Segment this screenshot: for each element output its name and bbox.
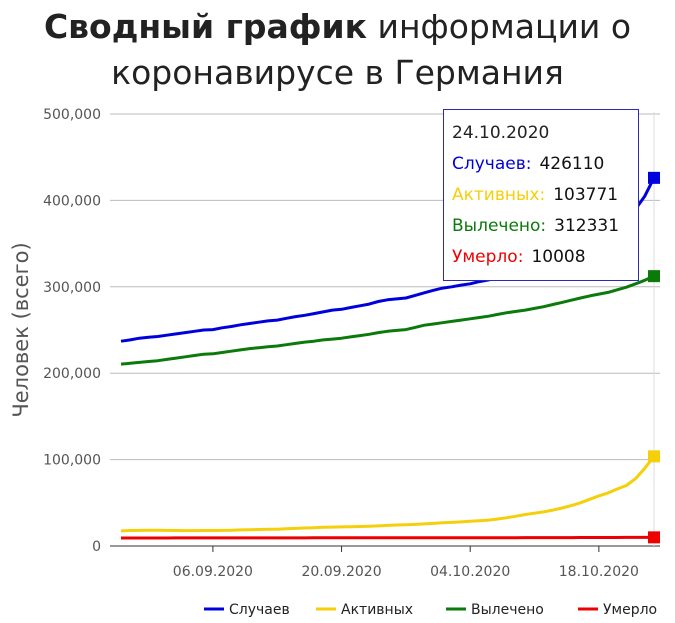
title-rest: информации о [367, 7, 632, 46]
series-marker-deaths [648, 531, 660, 544]
series-marker-recovered [648, 270, 660, 283]
y-axis-label: Человек (всего) [9, 242, 33, 417]
tooltip-row-active: Активных: 103771 [452, 180, 638, 211]
x-tick-label: 18.10.2020 [559, 564, 639, 580]
tooltip-value-deaths: 10008 [531, 247, 586, 267]
y-tick-label: 0 [92, 539, 101, 555]
y-tick-label: 300,000 [43, 280, 101, 296]
tooltip-value-active: 103771 [553, 185, 619, 205]
series-marker-cases [648, 171, 660, 184]
series-line-deaths [121, 535, 654, 540]
series-line-recovered [120, 274, 655, 366]
tooltip-label-deaths: Умерло: [452, 247, 524, 267]
y-tick-label: 100,000 [43, 453, 101, 469]
tooltip-label-active: Активных: [452, 185, 546, 205]
tooltip-value-cases: 426110 [539, 154, 605, 174]
tooltip-row-deaths: Умерло: 10008 [452, 242, 638, 273]
legend-label-deaths: Умерло [603, 602, 657, 618]
chart-title: Сводный график информации о коронавирусе… [0, 4, 675, 96]
tooltip-date: 24.10.2020 [452, 123, 550, 143]
x-tick-label: 04.10.2020 [430, 564, 510, 580]
legend-label-active: Активных [341, 602, 413, 618]
x-tick-label: 06.09.2020 [173, 564, 253, 580]
series-marker-active [648, 450, 660, 463]
legend-label-recovered: Вылечено [471, 602, 544, 618]
tooltip: 24.10.2020 Случаев: 426110 Активных: 10377… [443, 109, 639, 281]
tooltip-row-recovered: Вылечено: 312331 [452, 211, 638, 242]
x-tick-label: 20.09.2020 [301, 564, 381, 580]
series-line-active [120, 455, 656, 533]
tooltip-label-recovered: Вылечено: [452, 216, 547, 236]
tooltip-row-cases: Случаев: 426110 [452, 149, 638, 180]
y-tick-label: 400,000 [43, 193, 101, 209]
legend-label-cases: Случаев [229, 602, 290, 618]
title-line-2: коронавирусе в Германия [111, 53, 564, 92]
y-tick-label: 500,000 [43, 107, 101, 123]
title-bold: Сводный график [43, 7, 368, 46]
tooltip-label-cases: Случаев: [452, 154, 532, 174]
y-tick-label: 200,000 [43, 366, 101, 382]
tooltip-value-recovered: 312331 [554, 216, 620, 236]
